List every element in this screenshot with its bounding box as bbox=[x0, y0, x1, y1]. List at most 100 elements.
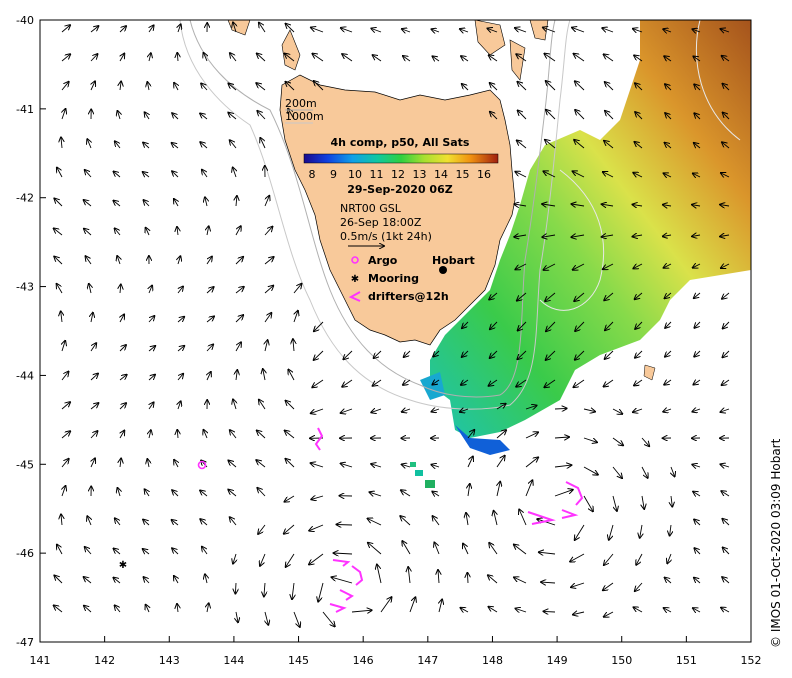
current-arrow bbox=[554, 408, 567, 409]
current-arrow bbox=[235, 287, 244, 294]
current-arrow bbox=[54, 605, 63, 613]
current-time: 26-Sep 18:00Z bbox=[340, 216, 422, 229]
current-arrow bbox=[257, 111, 266, 120]
current-arrow bbox=[489, 607, 498, 613]
current-arrow bbox=[488, 29, 498, 33]
current-arrow bbox=[544, 379, 556, 387]
lon-tick-label: 142 bbox=[94, 654, 115, 667]
current-arrow bbox=[343, 350, 353, 359]
current-arrow bbox=[145, 112, 149, 120]
lon-tick-label: 150 bbox=[611, 654, 632, 667]
current-arrow bbox=[602, 28, 614, 32]
current-arrow bbox=[177, 374, 183, 381]
current-arrow bbox=[665, 578, 672, 584]
lat-tick-label: -41 bbox=[16, 103, 34, 116]
current-arrow bbox=[490, 112, 498, 120]
current-arrow bbox=[515, 172, 527, 178]
current-arrow bbox=[119, 345, 126, 352]
current-arrow bbox=[517, 292, 527, 301]
current-arrow bbox=[583, 466, 598, 475]
current-arrow bbox=[604, 292, 614, 300]
colorbar-tick-label: 16 bbox=[477, 168, 491, 181]
current-arrow bbox=[694, 113, 701, 120]
current-arrow bbox=[573, 263, 585, 270]
lon-tick-label: 146 bbox=[353, 654, 374, 667]
current-arrow bbox=[721, 29, 730, 32]
current-arrow bbox=[723, 84, 730, 91]
current-arrow bbox=[514, 545, 527, 555]
current-arrow bbox=[264, 196, 269, 207]
current-arrow bbox=[89, 284, 91, 294]
current-arrow bbox=[693, 492, 701, 496]
current-arrow bbox=[525, 457, 538, 468]
current-arrow bbox=[633, 409, 643, 412]
current-arrow bbox=[489, 292, 498, 300]
current-arrow bbox=[342, 54, 353, 62]
current-arrow bbox=[119, 26, 126, 33]
current-arrow bbox=[373, 55, 382, 62]
current-arrow bbox=[432, 29, 440, 32]
colorbar-tick-label: 10 bbox=[348, 168, 362, 181]
current-arrow bbox=[62, 486, 66, 497]
current-arrow bbox=[264, 286, 273, 294]
sst-field bbox=[410, 20, 751, 488]
current-arrow bbox=[264, 313, 271, 323]
current-arrow bbox=[235, 257, 243, 265]
current-arrow bbox=[115, 141, 121, 149]
current-arrow bbox=[490, 321, 498, 329]
current-arrow bbox=[256, 83, 266, 91]
current-arrow bbox=[460, 409, 469, 412]
current-arrow bbox=[172, 113, 179, 120]
current-arrow bbox=[467, 573, 468, 584]
mooring-marker: ✱ bbox=[119, 560, 127, 571]
current-arrow bbox=[693, 380, 701, 385]
current-arrow bbox=[322, 611, 335, 626]
current-arrow bbox=[309, 524, 324, 531]
current-arrow bbox=[516, 609, 527, 613]
current-arrow bbox=[514, 204, 527, 206]
current-arrow bbox=[57, 545, 63, 555]
current-arrow bbox=[119, 403, 126, 410]
current-arrow bbox=[236, 611, 238, 622]
current-arrow bbox=[602, 204, 614, 206]
current-arrow bbox=[635, 112, 643, 120]
current-arrow bbox=[571, 235, 585, 237]
current-arrow bbox=[62, 341, 65, 352]
current-arrow bbox=[90, 374, 98, 381]
current-arrow bbox=[605, 111, 614, 120]
current-arrow bbox=[62, 109, 66, 120]
current-arrow bbox=[264, 257, 274, 265]
current-arrow bbox=[463, 544, 469, 555]
current-arrow bbox=[694, 350, 701, 357]
current-arrow bbox=[461, 380, 469, 385]
current-arrow bbox=[285, 54, 295, 62]
current-arrow bbox=[86, 256, 92, 265]
lon-tick-label: 144 bbox=[223, 654, 244, 667]
current-arrow bbox=[318, 582, 324, 602]
current-arrow bbox=[721, 608, 730, 612]
current-arrow bbox=[233, 399, 236, 410]
current-arrow bbox=[286, 459, 295, 468]
current-arrow bbox=[525, 406, 537, 410]
current-arrow bbox=[603, 582, 614, 590]
current-arrow bbox=[61, 311, 62, 323]
colorbar-title: 4h comp, p50, All Sats bbox=[331, 136, 470, 149]
current-arrow bbox=[642, 495, 644, 509]
current-arrow bbox=[228, 84, 237, 91]
current-arrow bbox=[665, 84, 672, 91]
current-arrow bbox=[546, 81, 556, 91]
current-arrow bbox=[342, 379, 353, 387]
current-arrow bbox=[84, 606, 92, 613]
current-arrow bbox=[285, 495, 295, 502]
current-arrow bbox=[432, 492, 440, 496]
current-arrow bbox=[177, 317, 184, 323]
current-arrow bbox=[200, 142, 208, 149]
current-arrow bbox=[84, 577, 92, 584]
current-arrow bbox=[663, 205, 672, 206]
current-arrow bbox=[351, 610, 372, 612]
current-arrow bbox=[636, 553, 643, 565]
colorbar-tick-label: 12 bbox=[391, 168, 405, 181]
current-scale: 0.5m/s (1kt 24h) bbox=[340, 230, 432, 243]
current-arrow bbox=[207, 372, 211, 381]
lat-tick-label: -46 bbox=[16, 547, 34, 560]
